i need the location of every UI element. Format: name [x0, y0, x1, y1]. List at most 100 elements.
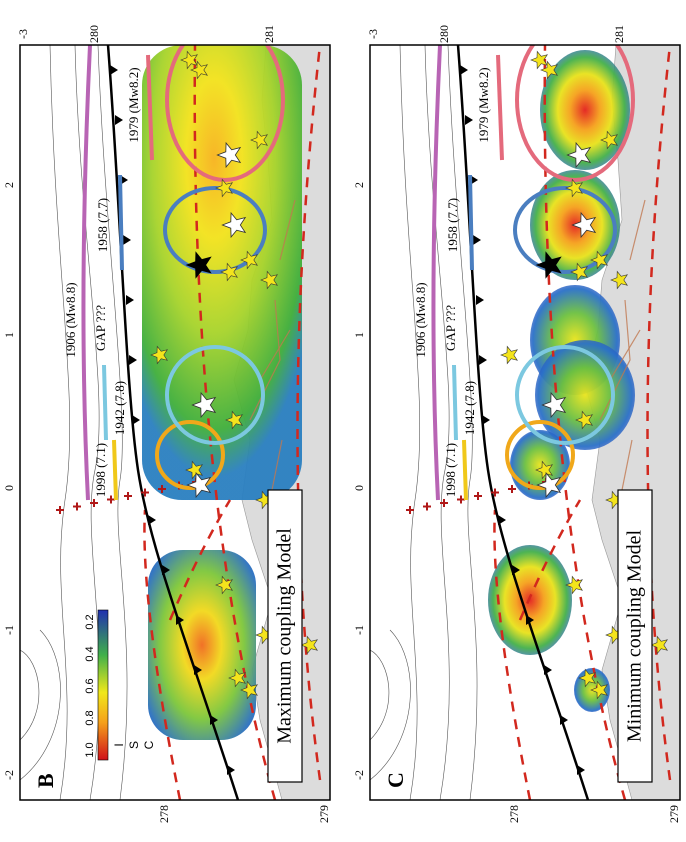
rupture-label: 1906 (Mw8.8)	[63, 282, 78, 357]
panel-label: B	[33, 773, 58, 788]
colorbar-tick: 0.4	[84, 646, 96, 661]
axis-label: -3	[366, 29, 380, 39]
bathymetry-contour	[370, 629, 411, 781]
trench-tooth	[227, 765, 235, 775]
trench-tooth	[482, 415, 490, 425]
fault	[259, 329, 291, 381]
trench-tooth	[560, 715, 568, 725]
axis-label: -3	[16, 29, 30, 39]
axis-label: 1	[2, 332, 16, 338]
cyan-circle	[515, 345, 615, 445]
rupture-bar	[496, 54, 504, 161]
rupture-bar	[112, 439, 118, 501]
rupture-label: 1906 (Mw8.8)	[413, 282, 428, 357]
orange-circle	[505, 420, 575, 490]
panel-frame	[19, 44, 331, 801]
trench-tooth	[126, 295, 134, 305]
axis-label: -1	[2, 625, 16, 635]
rupture-bar	[81, 45, 92, 501]
rupture-label: 1979 (Mw8.2)	[126, 67, 141, 142]
rupture-label: 1958 (7.7)	[445, 198, 460, 252]
axis-label: 280	[87, 25, 101, 43]
rupture-label: 1958 (7.7)	[95, 198, 110, 252]
rupture-label: GAP ???	[443, 305, 458, 351]
rupture-bar	[102, 364, 108, 441]
axis-label: 0	[2, 485, 16, 491]
axis-label: 281	[262, 25, 276, 43]
bathymetry-contour	[49, 45, 71, 800]
trench-tooth	[129, 355, 137, 365]
axis-label: 1	[352, 332, 366, 338]
trench-tooth	[476, 295, 484, 305]
dashed-contour	[543, 45, 627, 800]
rupture-zone	[165, 45, 285, 182]
coupling-patch	[148, 550, 256, 740]
colorbar	[97, 609, 109, 761]
blue-circle	[513, 186, 617, 274]
axis-label: -2	[2, 770, 16, 780]
map-panel: 1906 (Mw8.8) GAP ??? 1942 (7.8) 1998 (7.1) 1…	[352, 25, 681, 823]
trench-tooth	[148, 515, 156, 525]
axis-label: 2	[2, 182, 16, 188]
rupture-label: 1942 (7.8)	[112, 381, 127, 435]
model-label: Maximum coupling Model	[274, 528, 296, 744]
trench-tooth	[479, 355, 487, 365]
trench-tooth	[123, 235, 131, 245]
rupture-bar	[462, 439, 468, 501]
blue-circle	[163, 186, 267, 274]
rupture-bar	[118, 174, 124, 271]
dashed-contour	[646, 45, 672, 781]
model-box	[267, 489, 303, 783]
orange-circle	[155, 420, 225, 490]
map-content: 1906 (Mw8.8) GAP ??? 1942 (7.8) 1998 (7.1) 1…	[20, 45, 330, 800]
bathymetry-contour	[20, 629, 61, 781]
trench-tooth	[498, 515, 506, 525]
colorbar-letter: C	[142, 740, 156, 749]
rupture-zone	[515, 45, 635, 182]
dashed-contour	[296, 45, 322, 781]
axis-label: -2	[352, 770, 366, 780]
axis-label: 0	[352, 485, 366, 491]
rupture-bar	[146, 54, 154, 161]
bathymetry-contour	[370, 649, 390, 741]
model-box	[617, 489, 653, 783]
axis-label: -1	[352, 625, 366, 635]
trench-tooth	[194, 665, 202, 675]
rupture-label: 1979 (Mw8.2)	[476, 67, 491, 142]
model-label: Minimum coupling Model	[624, 529, 646, 742]
axis-label: 280	[437, 25, 451, 43]
bathymetry-contour	[20, 649, 40, 741]
map-panel: 1906 (Mw8.8) GAP ??? 1942 (7.8) 1998 (7.1) 1…	[2, 25, 331, 823]
axis-label: 278	[157, 805, 171, 823]
trench-tooth	[526, 615, 534, 625]
fault	[609, 329, 641, 381]
coupling-patch	[535, 340, 635, 450]
fault	[629, 199, 646, 261]
rupture-bar	[468, 174, 474, 271]
bathymetry-contour	[447, 45, 478, 800]
colorbar-tick: 0.2	[84, 614, 96, 629]
axis-label: 281	[612, 25, 626, 43]
colorbar-tick: 1.0	[84, 742, 96, 757]
panel-frame	[369, 44, 681, 801]
rupture-label: GAP ???	[93, 305, 108, 351]
rupture-label: 1998 (7.1)	[443, 443, 458, 497]
cyan-circle	[165, 345, 265, 445]
rupture-label: 1998 (7.1)	[93, 443, 108, 497]
panel-label: C	[383, 772, 408, 788]
rupture-bar	[452, 364, 458, 441]
trench	[456, 45, 590, 800]
axis-label: 279	[317, 805, 331, 823]
trench	[106, 45, 240, 800]
trench-tooth	[110, 65, 118, 75]
trench-tooth	[544, 665, 552, 675]
trench-tooth	[162, 565, 170, 575]
trench-tooth	[465, 115, 473, 125]
trench-tooth	[210, 715, 218, 725]
trench-tooth	[577, 765, 585, 775]
fault	[249, 299, 281, 421]
trench-tooth	[473, 235, 481, 245]
colorbar-tick: 0.6	[84, 678, 96, 693]
